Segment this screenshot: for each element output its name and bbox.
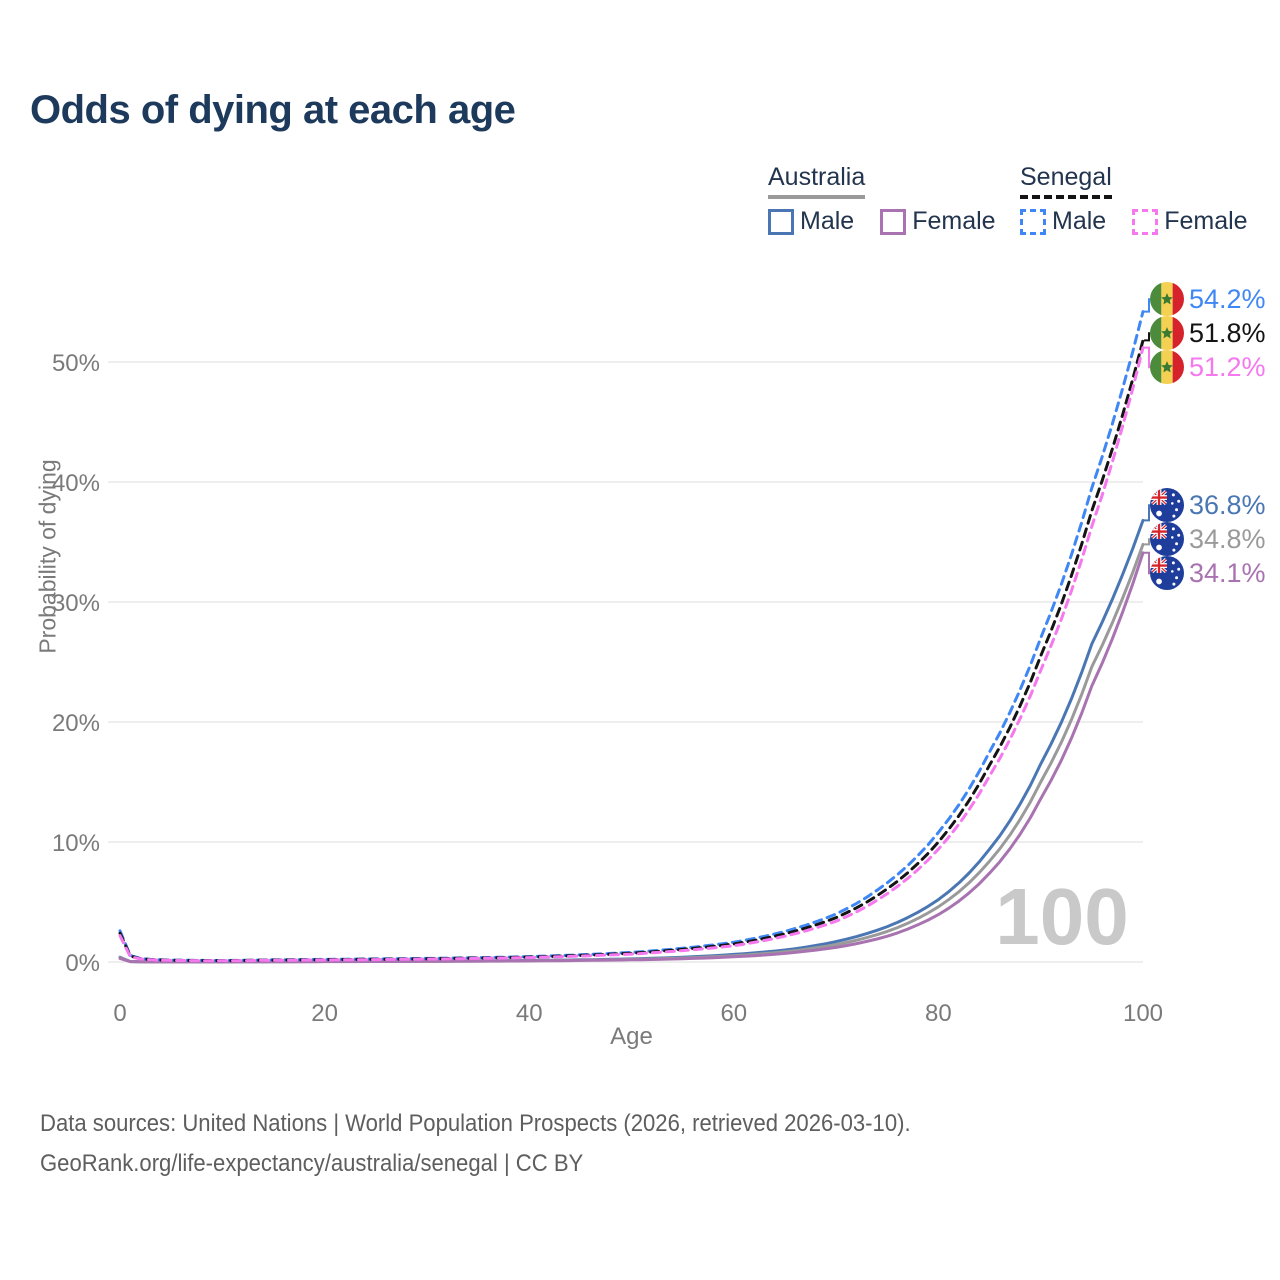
y-tick-label: 30% (52, 590, 100, 617)
senegal-flag-icon (1150, 350, 1184, 384)
series-line[interactable] (118, 338, 1145, 963)
end-label-value: 34.8% (1189, 523, 1266, 554)
end-label-senegal-female: 51.2% (1150, 350, 1266, 384)
legend-label-australia-male[interactable]: Male (800, 207, 855, 235)
leader-line (1144, 346, 1150, 369)
leader-line (1144, 332, 1150, 342)
end-label-australia-all: 34.8% (1150, 522, 1266, 556)
legend-label-australia-female[interactable]: Female (912, 207, 996, 235)
legend-label-senegal-female[interactable]: Female (1164, 207, 1248, 235)
x-axis-label: Age (610, 1023, 653, 1050)
legend-swatch-senegal-male[interactable] (1020, 208, 1046, 235)
legend-swatch-australia-female[interactable] (880, 208, 907, 235)
y-tick-label: 10% (52, 830, 100, 857)
senegal-flag-icon (1150, 282, 1184, 316)
legend-swatch-australia-male[interactable] (768, 208, 794, 235)
axis-ticks: 0% 10% 20% 30% 40% 50% 0 20 40 60 80 100 (52, 350, 1163, 1027)
legend-group-australia: Australia Male Female (768, 163, 996, 236)
series-lines (118, 310, 1145, 964)
end-label-value: 34.1% (1189, 557, 1266, 588)
leader-line (1144, 298, 1150, 313)
x-tick-label: 20 (311, 1000, 338, 1027)
data-sources-line1: Data sources: United Nations | World Pop… (40, 1110, 911, 1137)
senegal-flag-icon (1150, 316, 1184, 350)
legend-items-australia: Male Female (768, 207, 996, 236)
x-tick-label: 100 (1123, 1000, 1163, 1027)
legend-swatch-senegal-female[interactable] (1132, 208, 1159, 235)
end-label-value: 36.8% (1189, 489, 1266, 520)
legend-items-senegal: Male Female (1020, 207, 1248, 236)
end-label-australia-female: 34.1% (1150, 556, 1266, 590)
hover-age-watermark: 100 (995, 872, 1128, 961)
x-tick-label: 40 (516, 1000, 543, 1027)
leader-line (1144, 504, 1150, 522)
end-label-value: 51.2% (1189, 351, 1266, 382)
y-tick-label: 50% (52, 350, 100, 377)
end-label-senegal-male: 54.2% (1150, 282, 1266, 316)
end-label-senegal-all: 51.8% (1150, 316, 1266, 350)
series-line[interactable] (118, 542, 1145, 964)
y-tick-label: 20% (52, 710, 100, 737)
end-label-australia-male: 36.8% (1150, 488, 1266, 522)
series-line[interactable] (118, 346, 1145, 963)
series-line[interactable] (118, 518, 1145, 964)
australia-flag-icon (1150, 556, 1184, 590)
end-label-value: 54.2% (1189, 283, 1266, 314)
data-sources-line2[interactable]: GeoRank.org/life-expectancy/australia/se… (40, 1150, 584, 1177)
y-tick-label: 40% (52, 470, 100, 497)
x-tick-label: 60 (720, 1000, 747, 1027)
y-tick-label: 0% (65, 950, 100, 977)
australia-flag-icon (1150, 522, 1184, 556)
series-line[interactable] (118, 551, 1145, 964)
x-tick-label: 80 (925, 1000, 952, 1027)
gridlines (108, 361, 1143, 963)
legend-label-senegal-male[interactable]: Male (1052, 207, 1107, 235)
australia-flag-icon (1150, 488, 1184, 522)
data-sources: Data sources: United Nations | World Pop… (40, 1104, 911, 1184)
legend-country-australia[interactable]: Australia (768, 163, 866, 199)
leader-lines (1144, 298, 1150, 575)
legend-group-senegal: Senegal Male Female (1020, 163, 1248, 236)
leader-line (1144, 538, 1150, 546)
y-axis-label: Probability of dying (34, 459, 61, 654)
legend-country-senegal[interactable]: Senegal (1020, 163, 1112, 199)
end-label-value: 51.8% (1189, 317, 1266, 348)
leader-line (1144, 551, 1150, 575)
x-tick-label: 0 (113, 1000, 126, 1027)
page-title: Odds of dying at each age (30, 88, 516, 132)
